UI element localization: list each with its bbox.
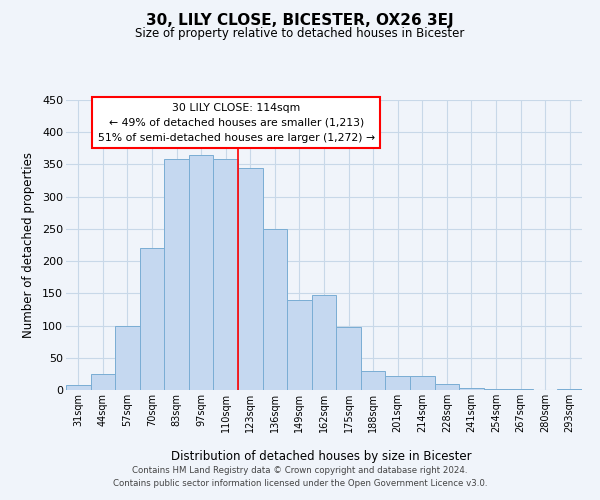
Text: Contains HM Land Registry data © Crown copyright and database right 2024.
Contai: Contains HM Land Registry data © Crown c… — [113, 466, 487, 487]
Bar — [189, 155, 214, 390]
Y-axis label: Number of detached properties: Number of detached properties — [22, 152, 35, 338]
Bar — [140, 248, 164, 390]
Bar — [557, 388, 582, 390]
Bar — [312, 294, 336, 390]
Bar — [263, 229, 287, 390]
Bar — [434, 384, 459, 390]
Bar — [164, 160, 189, 390]
Bar — [91, 374, 115, 390]
Text: 30 LILY CLOSE: 114sqm
← 49% of detached houses are smaller (1,213)
51% of semi-d: 30 LILY CLOSE: 114sqm ← 49% of detached … — [98, 103, 375, 142]
Bar — [361, 370, 385, 390]
Text: Size of property relative to detached houses in Bicester: Size of property relative to detached ho… — [136, 28, 464, 40]
Bar — [115, 326, 140, 390]
Bar — [385, 376, 410, 390]
Bar — [336, 328, 361, 390]
Bar — [410, 376, 434, 390]
Bar — [214, 160, 238, 390]
Text: 30, LILY CLOSE, BICESTER, OX26 3EJ: 30, LILY CLOSE, BICESTER, OX26 3EJ — [146, 12, 454, 28]
Bar — [287, 300, 312, 390]
Bar — [66, 385, 91, 390]
Bar — [459, 388, 484, 390]
Text: Distribution of detached houses by size in Bicester: Distribution of detached houses by size … — [170, 450, 472, 463]
Bar — [238, 168, 263, 390]
